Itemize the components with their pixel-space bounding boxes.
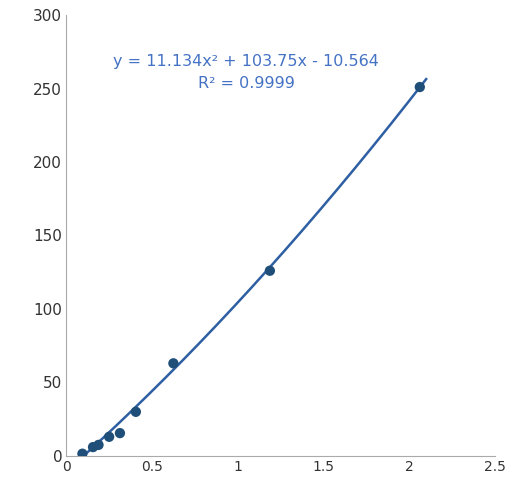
Point xyxy=(116,429,124,437)
Point xyxy=(94,441,102,449)
Text: y = 11.134x² + 103.75x - 10.564
R² = 0.9999: y = 11.134x² + 103.75x - 10.564 R² = 0.9… xyxy=(113,54,378,91)
Point xyxy=(415,83,423,91)
Point xyxy=(78,450,87,458)
Point xyxy=(105,433,113,441)
Point xyxy=(131,408,139,416)
Point xyxy=(169,359,177,367)
Point xyxy=(89,443,97,451)
Point xyxy=(265,267,273,275)
